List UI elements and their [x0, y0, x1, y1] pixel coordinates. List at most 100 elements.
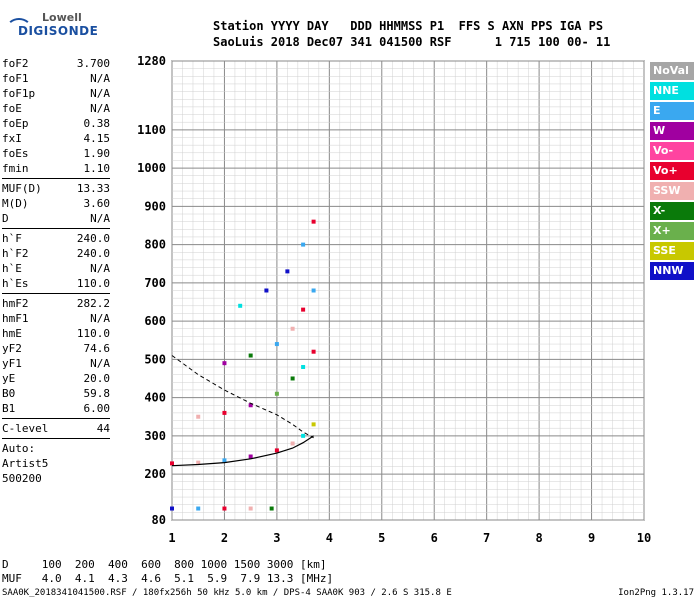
data-point — [196, 506, 201, 511]
x-tick-label: 4 — [326, 531, 333, 545]
x-tick-label: 3 — [273, 531, 280, 545]
header-line2: SaoLuis 2018 Dec07 341 041500 RSF 1 715 … — [213, 35, 611, 49]
x-tick-label: 9 — [588, 531, 595, 545]
legend-item: NoVal — [650, 62, 694, 80]
param-name: fmin — [2, 162, 29, 175]
param-name: hmE — [2, 327, 22, 340]
param-row: B0 59.8 — [2, 386, 110, 401]
param-name: D — [2, 212, 9, 225]
param-value: 74.6 — [83, 342, 111, 355]
param-row: hmF1 N/A — [2, 311, 110, 326]
param-value: N/A — [90, 87, 110, 100]
param-value: 20.0 — [83, 372, 111, 385]
logo-line2: DIGISONDE — [18, 24, 99, 38]
param-name: h`Es — [2, 277, 29, 290]
param-name: h`F2 — [2, 247, 29, 260]
param-name: M(D) — [2, 197, 29, 210]
y-tick-label: 800 — [144, 238, 166, 252]
param-name: B1 — [2, 402, 16, 415]
legend-item: SSW — [650, 182, 694, 200]
y-tick-label: 1100 — [137, 123, 166, 137]
legend-item: X+ — [650, 222, 694, 240]
data-point — [311, 349, 316, 354]
param-row: C-level 44 — [2, 421, 110, 436]
param-row: MUF(D) 13.33 — [2, 181, 110, 196]
param-row: foF1 N/A — [2, 71, 110, 86]
param-name: yF2 — [2, 342, 22, 355]
y-tick-label: 1000 — [137, 161, 166, 175]
param-row: yF2 74.6 — [2, 341, 110, 356]
param-name: h`E — [2, 262, 22, 275]
x-tick-label: 5 — [378, 531, 385, 545]
param-separator — [2, 438, 110, 439]
data-point — [274, 448, 279, 453]
param-name: B0 — [2, 387, 16, 400]
footer: SAA0K_2018341041500.RSF / 180fx256h 50 k… — [2, 588, 698, 598]
param-value: 4.15 — [83, 132, 111, 145]
param-value: 6.00 — [83, 402, 111, 415]
true-height-profile — [171, 435, 314, 467]
param-row: h`E N/A — [2, 261, 110, 276]
param-value: 0.38 — [83, 117, 111, 130]
data-point — [238, 303, 243, 308]
y-tick-label: 80 — [152, 513, 166, 527]
muf-table: D 100 200 400 600 800 1000 1500 3000 [km… — [2, 558, 333, 586]
param-value: 59.8 — [83, 387, 111, 400]
param-value: N/A — [90, 72, 110, 85]
autoscaling-info: Artist5 — [2, 457, 49, 470]
legend-item: X- — [650, 202, 694, 220]
param-row: fxI 4.15 — [2, 131, 110, 146]
scaled-parameters-panel: foF2 3.700 foF1 N/A foF1p N/A foE N/A foEp 0.38 fx… — [2, 56, 110, 486]
param-value: N/A — [90, 312, 110, 325]
param-name: foF1 — [2, 72, 29, 85]
x-tick-label: 6 — [431, 531, 438, 545]
data-point — [222, 506, 227, 511]
x-tick-label: 2 — [221, 531, 228, 545]
data-point — [269, 506, 274, 511]
param-row: hmE 110.0 — [2, 326, 110, 341]
legend-item: NNW — [650, 262, 694, 280]
data-point — [264, 288, 269, 293]
data-point — [248, 403, 253, 408]
y-tick-label: 200 — [144, 467, 166, 481]
legend-item: Vo+ — [650, 162, 694, 180]
data-point — [290, 376, 295, 381]
param-name: foF2 — [2, 57, 29, 70]
muf-frequency-row: MUF 4.0 4.1 4.3 4.6 5.1 5.9 7.9 13.3 [MH… — [2, 572, 334, 585]
param-name: foEp — [2, 117, 29, 130]
param-value: 1.90 — [83, 147, 111, 160]
param-name: hmF2 — [2, 297, 29, 310]
polarization-legend: NoVal NNE E W Vo- Vo+ SSW X- X+ SSE NNW — [650, 62, 694, 282]
param-separator — [2, 293, 110, 294]
param-row: M(D) 3.60 — [2, 196, 110, 211]
param-row: B1 6.00 — [2, 401, 110, 416]
data-point — [248, 353, 253, 358]
data-point — [290, 441, 295, 446]
data-point — [301, 433, 306, 438]
data-point — [311, 219, 316, 224]
y-tick-label: 500 — [144, 352, 166, 366]
param-name: MUF(D) — [2, 182, 42, 195]
param-separator — [2, 228, 110, 229]
data-point — [274, 342, 279, 347]
data-point — [170, 506, 174, 511]
param-row: h`Es 110.0 — [2, 276, 110, 291]
data-point — [301, 365, 306, 369]
y-tick-label: 300 — [144, 429, 166, 443]
footer-version: Ion2Png 1.3.17 — [618, 588, 694, 598]
param-name: h`F — [2, 232, 22, 245]
data-point — [311, 422, 316, 427]
y-tick-label: 900 — [144, 199, 166, 213]
legend-item: W — [650, 122, 694, 140]
x-tick-label: 10 — [637, 531, 651, 545]
param-name: yE — [2, 372, 16, 385]
data-point — [248, 454, 253, 459]
legend-item: Vo- — [650, 142, 694, 160]
param-row: yF1 N/A — [2, 356, 110, 371]
x-tick-label: 7 — [483, 531, 490, 545]
y-tick-label: 600 — [144, 314, 166, 328]
param-row: fmin 1.10 — [2, 161, 110, 176]
autoscaling-info: Auto: — [2, 442, 36, 455]
data-point — [301, 242, 306, 247]
